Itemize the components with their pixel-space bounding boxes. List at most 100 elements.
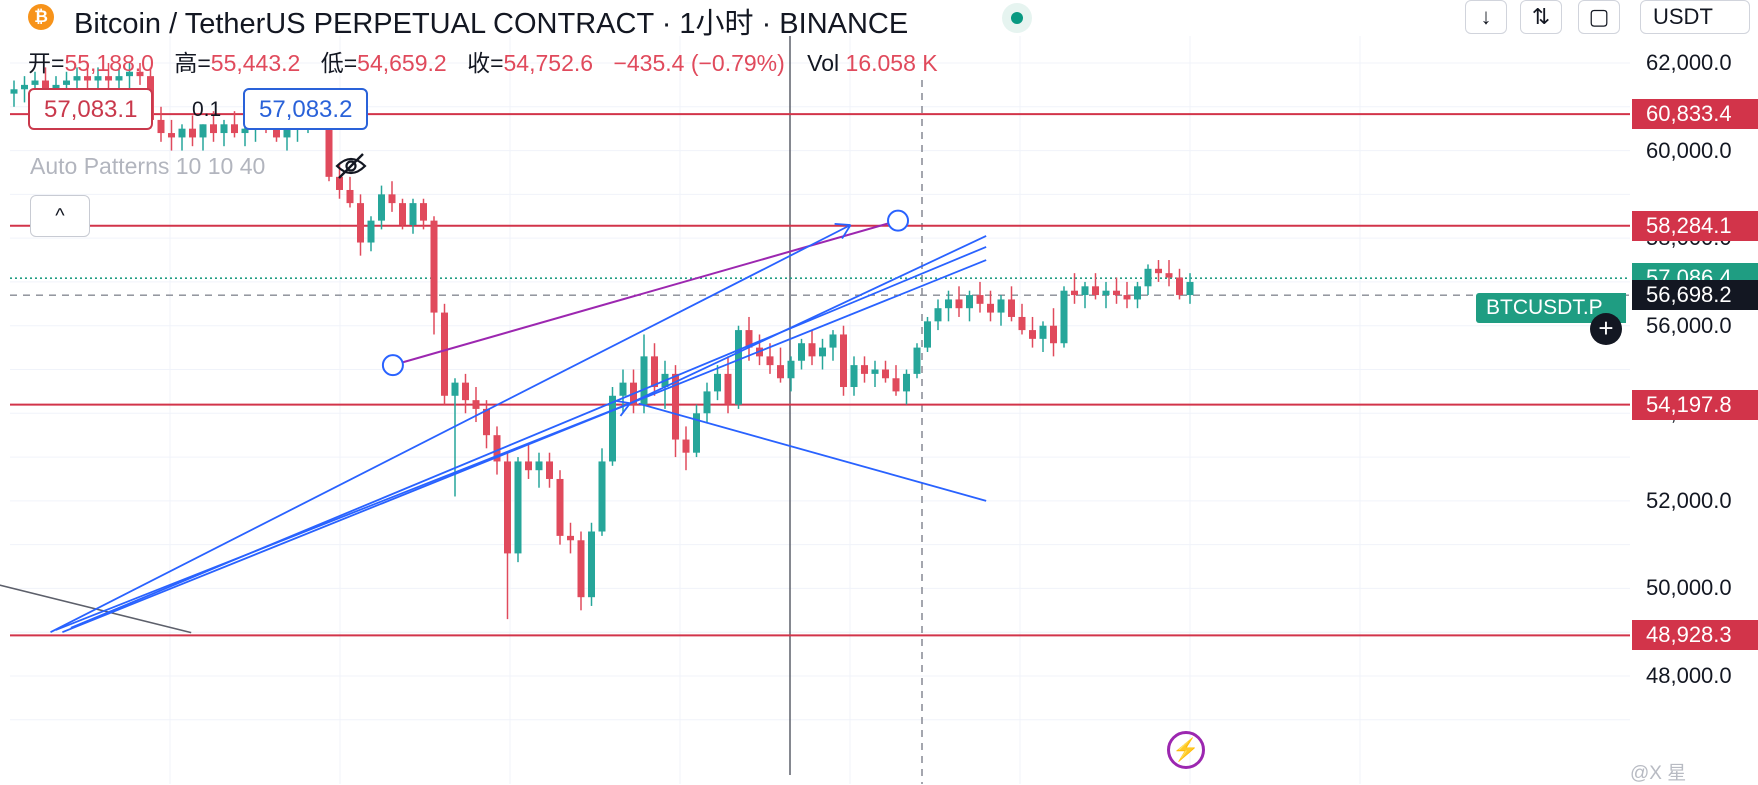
blue-trend-line <box>70 246 987 629</box>
change-value: −435.4 (−0.79%) <box>613 50 785 76</box>
candle-body <box>567 535 574 541</box>
candle-body <box>21 84 28 90</box>
candle-body <box>420 203 427 221</box>
price-tick-label: 62,000.0 <box>1646 50 1732 75</box>
buy-price-button[interactable]: 57,083.2 <box>243 88 369 130</box>
candle-body <box>966 295 973 309</box>
candle-body <box>357 203 364 243</box>
candle-body <box>199 124 207 138</box>
candle-body <box>1165 273 1173 278</box>
price-tick-label: 52,000.0 <box>1646 487 1732 513</box>
collapse-legend-button[interactable]: ^ <box>30 195 90 237</box>
candle-body <box>105 76 112 81</box>
high-label: 高= <box>174 50 211 76</box>
candle-body <box>693 413 700 453</box>
spread-value: 0.1 <box>192 98 222 121</box>
arrow-down-icon[interactable]: ↓ <box>1465 0 1507 34</box>
candle-body <box>682 439 690 453</box>
add-alert-plus-icon[interactable]: + <box>1590 313 1622 345</box>
candle-body <box>472 400 480 409</box>
candle-body <box>1134 286 1141 300</box>
collapse-vertical-icon[interactable]: ⇅ <box>1520 0 1562 34</box>
candle-body <box>210 124 217 134</box>
candle-body <box>1176 277 1183 296</box>
candle-body <box>588 531 595 598</box>
candle-body <box>178 128 186 138</box>
candle-body <box>546 461 553 479</box>
candle-body <box>871 369 879 374</box>
low-value: 54,659.2 <box>357 50 447 76</box>
close-label: 收= <box>467 50 504 76</box>
candle-body <box>745 330 753 348</box>
candle-body <box>829 334 837 348</box>
candle-body <box>1039 325 1047 339</box>
candle-body <box>1113 290 1120 296</box>
candle-body <box>399 203 406 226</box>
candle-body <box>976 295 984 304</box>
candle-body <box>913 347 921 374</box>
candle-body <box>1008 299 1015 317</box>
low-label: 低= <box>320 50 358 76</box>
candle-body <box>619 382 627 396</box>
candle-body <box>514 461 522 554</box>
candle-body <box>1018 316 1026 331</box>
candle-body <box>231 124 238 134</box>
candle-body <box>819 347 826 357</box>
candle-body <box>451 382 459 396</box>
candle-body <box>126 71 133 77</box>
price-tick-label: 56,000.0 <box>1646 312 1732 338</box>
candle-body <box>504 461 511 554</box>
candle-body <box>924 321 931 348</box>
blue-trend-line <box>62 259 987 634</box>
candle-body <box>525 461 532 471</box>
level-price-label: 54,197.8 <box>1632 389 1758 420</box>
symbol-title[interactable]: Bitcoin / TetherUS PERPETUAL CONTRACT · … <box>74 8 909 40</box>
close-value: 54,752.6 <box>503 50 594 76</box>
price-tick-label: 48,000.0 <box>1646 663 1732 688</box>
candle-body <box>882 369 889 379</box>
trend-drawings[interactable] <box>0 209 987 634</box>
sell-price-button[interactable]: 57,083.1 <box>28 88 154 130</box>
candle-body <box>556 478 564 536</box>
candle-body <box>766 356 774 366</box>
candle-body <box>777 365 784 379</box>
candle-body <box>1050 325 1057 344</box>
candle-body <box>189 128 196 138</box>
high-value: 55,443.2 <box>210 50 301 76</box>
candle-body <box>483 408 490 436</box>
candle-body <box>535 461 543 471</box>
market-status-icon[interactable] <box>1002 3 1032 33</box>
lightning-bolt-icon[interactable]: ⚡ <box>1167 731 1205 769</box>
candle-body <box>945 299 952 309</box>
gray-trend-line <box>0 584 192 634</box>
candle-body <box>220 124 228 134</box>
ohlc-legend: 开=55,188.0 高=55,443.2 低=54,659.2 收=54,75… <box>28 44 952 78</box>
fullscreen-icon[interactable]: ▢ <box>1578 0 1620 34</box>
candle-body <box>1029 330 1036 339</box>
candle-body <box>241 128 249 134</box>
candle-body <box>493 435 501 462</box>
volume-label: Vol <box>807 50 840 76</box>
candle-body <box>409 203 417 226</box>
level-price-label: 48,928.3 <box>1632 620 1758 651</box>
price-tick-label: 60,000.0 <box>1646 137 1732 163</box>
auto-patterns-indicator-label[interactable]: Auto Patterns 10 10 40 <box>30 153 266 179</box>
candle-body <box>1071 290 1078 296</box>
level-price-label: 60,833.4 <box>1632 99 1758 130</box>
candle-body <box>703 391 711 414</box>
currency-unit-selector[interactable]: USDT <box>1640 0 1750 34</box>
candle-body <box>850 365 858 388</box>
candle-body <box>609 395 616 462</box>
wedge-anchor-left <box>381 354 404 377</box>
eye-hidden-icon[interactable] <box>334 152 368 180</box>
candle-body <box>735 330 742 405</box>
candle-body <box>94 76 102 81</box>
candle-body <box>42 80 49 90</box>
watermark: @X 星 <box>1630 763 1687 784</box>
blue-trend-line <box>629 235 987 405</box>
candle-body <box>1123 295 1131 300</box>
candle-body <box>714 373 721 392</box>
candle-body <box>903 373 910 392</box>
candle-body <box>987 303 994 313</box>
